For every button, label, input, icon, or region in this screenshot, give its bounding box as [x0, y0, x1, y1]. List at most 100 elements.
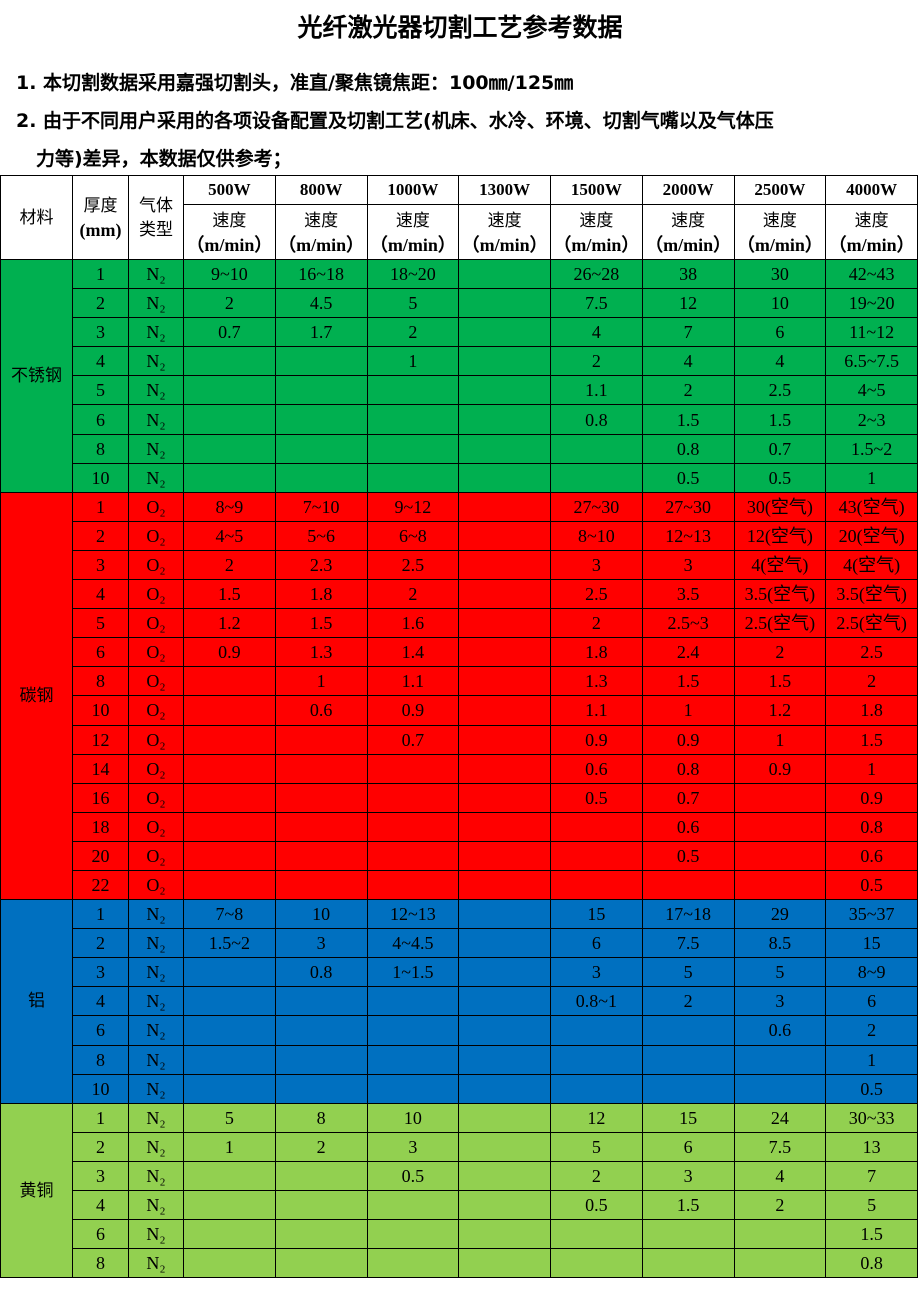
thickness-cell: 10 [72, 695, 129, 726]
speed-cell [274, 1248, 368, 1279]
speed-cell: 0.6 [825, 840, 918, 871]
speed-cell: 30~33 [825, 1102, 918, 1133]
speed-cell: 5 [366, 288, 460, 319]
gas-cell: N₂ [128, 1102, 184, 1133]
speed-cell: 12 [641, 288, 735, 319]
speed-cell [274, 1015, 368, 1046]
speed-cell [458, 520, 551, 551]
thickness-cell: 8 [72, 666, 129, 697]
speed-cell: 10 [274, 899, 368, 930]
speed-cell: 10 [733, 288, 827, 319]
speed-cell: 0.9 [366, 695, 460, 726]
speed-cell [458, 549, 551, 581]
speed-cell [366, 1189, 460, 1221]
table-row: 4 N₂ 0.8~1 2 3 6 [0, 986, 918, 1017]
speed-cell [458, 695, 551, 726]
header-power-2500W: 2500W [733, 175, 827, 205]
speed-cell [458, 579, 551, 610]
gas-cell: N₂ [128, 1015, 184, 1046]
speed-cell [458, 637, 551, 668]
header-speed-label: 速度 [671, 210, 706, 231]
material-cell: 不锈钢 [0, 259, 73, 493]
speed-cell: 2 [641, 986, 735, 1017]
gas-cell: N₂ [128, 1044, 184, 1075]
thickness-cell: 2 [72, 288, 129, 319]
speed-cell [183, 782, 276, 813]
header-speed-label: 速度 [854, 210, 889, 231]
header-speed: 速度 （m/min） [733, 204, 827, 260]
gas-cell: N₂ [128, 1219, 184, 1250]
speed-cell [274, 433, 368, 464]
speed-cell: 4(空气) [825, 549, 918, 581]
speed-cell [641, 1015, 735, 1046]
speed-cell: 15 [641, 1102, 735, 1133]
speed-cell: 35~37 [825, 899, 918, 930]
speed-cell: 1.5 [641, 1189, 735, 1221]
header-power-800W: 800W [274, 175, 368, 205]
gas-cell: N₂ [128, 317, 184, 348]
speed-cell: 38 [641, 258, 735, 290]
speed-cell: 7 [641, 317, 735, 348]
speed-cell: 1 [733, 724, 827, 755]
thickness-cell: 8 [72, 1248, 129, 1279]
speed-cell [550, 869, 643, 901]
speed-cell: 1.3 [550, 666, 643, 697]
speed-cell: 2.5~3 [641, 608, 735, 639]
speed-cell: 0.5 [733, 462, 827, 493]
speed-cell: 2 [550, 1160, 643, 1192]
speed-cell: 15 [825, 928, 918, 959]
speed-cell [366, 782, 460, 813]
speed-cell: 4~5 [825, 375, 918, 406]
speed-cell: 0.9 [183, 637, 276, 668]
speed-cell: 2.5(空气) [825, 608, 918, 639]
gas-cell: O₂ [128, 753, 184, 784]
gas-cell: N₂ [128, 1073, 184, 1104]
speed-cell: 3 [366, 1131, 460, 1162]
speed-cell: 30(空气) [733, 491, 827, 522]
header-speed: 速度 （m/min） [641, 204, 735, 260]
speed-cell [733, 1044, 827, 1075]
speed-cell: 2.5 [825, 637, 918, 668]
speed-cell: 2 [825, 666, 918, 697]
speed-cell: 1.1 [550, 375, 643, 406]
thickness-cell: 8 [72, 1044, 129, 1075]
speed-cell: 2 [733, 637, 827, 668]
table-row: 2 N₂ 1 2 3 5 6 7.5 13 [0, 1131, 918, 1162]
speed-cell: 0.5 [550, 1189, 643, 1221]
speed-cell [274, 840, 368, 871]
speed-cell: 0.5 [366, 1160, 460, 1192]
note-2-continued: 力等)差异，本数据仅供参考； [36, 148, 292, 170]
speed-cell: 2 [550, 346, 643, 377]
table-row: 8 N₂ 1 [0, 1044, 918, 1075]
table-row: 6 N₂ 0.8 1.5 1.5 2~3 [0, 404, 918, 435]
speed-cell: 2.3 [274, 549, 368, 581]
speed-cell: 3 [550, 549, 643, 581]
table-row: 10 N₂ 0.5 0.5 1 [0, 462, 918, 493]
speed-cell: 8 [274, 1102, 368, 1133]
thickness-cell: 1 [72, 899, 129, 930]
speed-cell: 4 [733, 1160, 827, 1192]
gas-cell: O₂ [128, 549, 184, 581]
speed-cell: 2 [733, 1189, 827, 1221]
header-power-1300W: 1300W [458, 175, 551, 205]
speed-cell: 2.5 [366, 549, 460, 581]
speed-cell [550, 462, 643, 493]
table-row: 5 N₂ 1.1 2 2.5 4~5 [0, 375, 918, 406]
speed-cell: 3.5 [641, 579, 735, 610]
speed-cell [641, 1248, 735, 1279]
speed-cell [183, 1160, 276, 1192]
thickness-cell: 1 [72, 491, 129, 522]
speed-cell: 0.9 [733, 753, 827, 784]
speed-cell: 43(空气) [825, 491, 918, 522]
speed-cell: 27~30 [641, 491, 735, 522]
thickness-cell: 1 [72, 1102, 129, 1133]
speed-cell [458, 724, 551, 755]
speed-cell: 2~3 [825, 404, 918, 435]
speed-cell [550, 1044, 643, 1075]
speed-cell [458, 986, 551, 1017]
table-row: 12 O₂ 0.7 0.9 0.9 1 1.5 [0, 724, 918, 755]
speed-cell: 1 [825, 462, 918, 493]
speed-cell: 7 [825, 1160, 918, 1192]
gas-cell: O₂ [128, 579, 184, 610]
speed-cell: 4 [733, 346, 827, 377]
